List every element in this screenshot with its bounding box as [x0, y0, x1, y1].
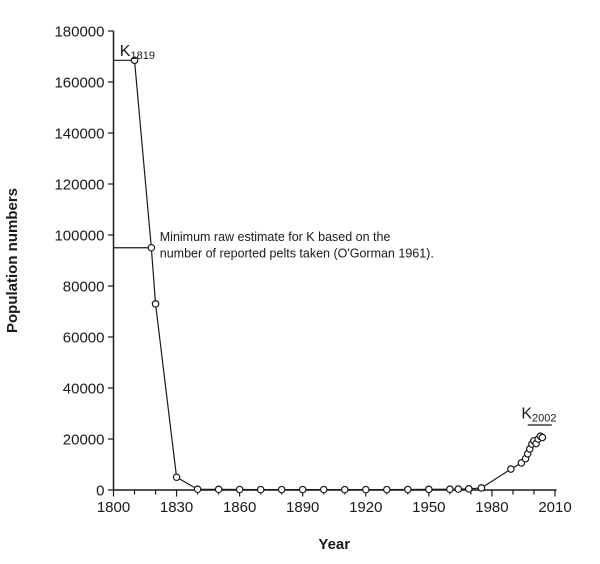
- k2002-label: K2002: [521, 405, 556, 424]
- data-point-marker: [130, 56, 139, 65]
- data-point-marker: [361, 485, 370, 494]
- y-axis-tick-label: 20000: [63, 431, 105, 448]
- y-axis-tick-label: 80000: [63, 278, 105, 295]
- data-point-marker: [454, 485, 463, 493]
- data-point-marker: [465, 485, 473, 493]
- data-point-marker: [214, 485, 223, 494]
- data-point-marker: [477, 484, 486, 492]
- x-axis-tick-label: 1950: [412, 499, 445, 516]
- y-axis-tick-label: 40000: [63, 380, 105, 397]
- data-point-marker: [319, 485, 328, 494]
- data-point-marker: [235, 485, 244, 494]
- y-axis-tick-label: 100000: [54, 227, 104, 244]
- data-point-marker: [507, 465, 515, 473]
- y-axis-tick-label: 140000: [54, 125, 104, 142]
- data-point-marker: [147, 243, 156, 252]
- x-axis-tick-label: 1800: [97, 499, 130, 516]
- x-axis-tick-label: 1860: [223, 499, 256, 516]
- data-point-marker: [446, 485, 454, 494]
- y-axis-tick-label: 180000: [54, 23, 104, 40]
- k1819-label: K1819: [120, 43, 155, 62]
- x-axis-tick-label: 1920: [349, 499, 382, 516]
- x-axis-tick-label: 1890: [286, 499, 319, 516]
- data-point-marker: [172, 473, 181, 482]
- y-axis-tick-label: 0: [96, 482, 104, 499]
- y-axis-title: Population numbers: [4, 188, 21, 333]
- y-axis-tick-label: 160000: [54, 74, 104, 91]
- data-point-marker: [298, 485, 307, 494]
- min-k-estimate-note-line-1: Minimum raw estimate for K based on the: [160, 230, 391, 244]
- y-axis-tick-label: 60000: [63, 329, 105, 346]
- data-point-marker: [383, 485, 391, 494]
- population-series-line: [133, 60, 543, 491]
- data-point-marker: [404, 485, 412, 494]
- data-point-marker: [256, 485, 265, 494]
- x-axis-title: Year: [318, 536, 350, 553]
- data-point-marker: [538, 433, 547, 442]
- y-axis-tick-label: 120000: [54, 176, 104, 193]
- x-axis-tick-label: 1980: [475, 499, 508, 516]
- data-point-marker: [193, 485, 202, 494]
- x-axis-tick-label: 1830: [160, 499, 193, 516]
- data-point-marker: [340, 485, 349, 494]
- x-axis-tick-label: 2010: [538, 499, 571, 516]
- data-point-marker: [277, 485, 286, 494]
- data-point-marker: [425, 485, 433, 494]
- min-k-estimate-note-line-2: number of reported pelts taken (O'Gorman…: [160, 247, 434, 261]
- data-point-marker: [151, 300, 160, 308]
